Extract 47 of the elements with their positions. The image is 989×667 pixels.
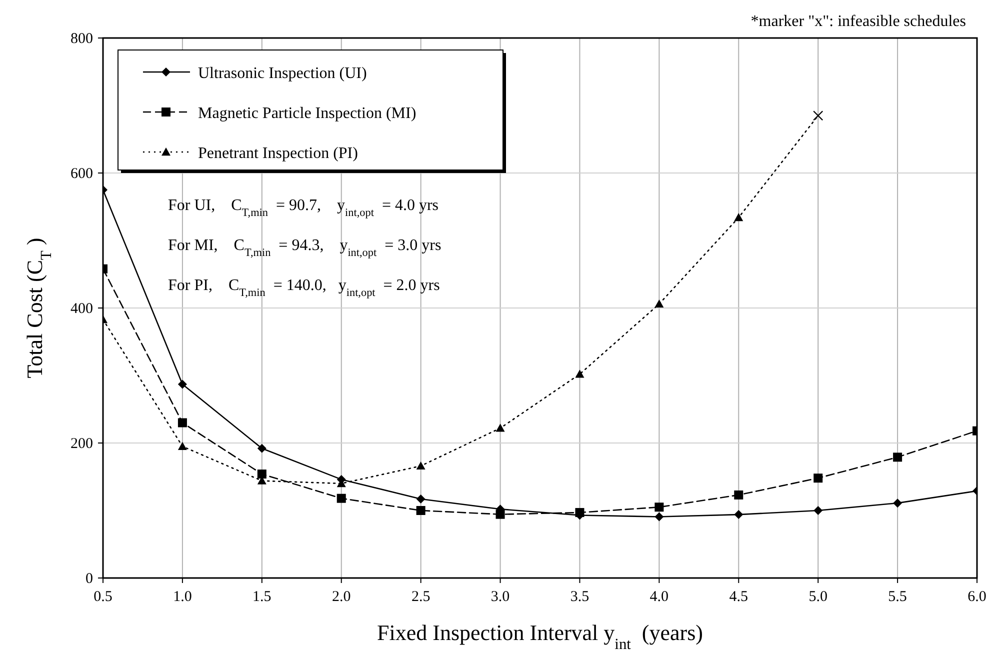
point [178,418,187,428]
point [814,506,823,515]
point [416,461,426,470]
point [654,512,664,522]
y-tick-label: 200 [70,436,93,452]
legend-label: Penetrant Inspection (PI) [198,145,358,162]
annotation: For PI, C$_{T,min}$ = 140.0, y$_{int,opt}$ = 2.0 yrs [168,277,440,299]
point [654,299,664,308]
point [654,502,664,512]
point [734,510,744,520]
annotation: For UI, C$_{T,min}$ = 90.7, y$_{int,opt}$ = 4.0 yrs [168,197,439,219]
point [178,442,187,450]
point [496,424,505,432]
x-tick-label: 5.0 [808,589,828,605]
y-tick-label: 600 [70,166,93,182]
point [257,470,266,479]
legend-label: Magnetic Particle Inspection (MI) [198,105,416,122]
x-axis-title: Fixed Inspection Interval y$_{int}$ (years) [377,620,703,652]
x-tick-label: 5.5 [888,589,907,605]
x-tick-label: 2.0 [332,589,351,605]
text: *marker "x": infeasible schedules [750,13,966,30]
point [814,474,823,483]
x-tick-label: 4.5 [729,589,748,605]
x-tick-label: 6.0 [968,589,986,605]
y-tick-label: 800 [70,31,93,47]
point [257,444,266,453]
point [893,452,902,462]
x-tick-label: 3.0 [490,589,510,605]
x-tick-label: 2.5 [411,589,430,605]
point [416,494,426,504]
point [734,490,744,500]
x-tick-label: 1.0 [173,589,192,605]
point [812,110,824,121]
legend-label: Ultrasonic Inspection (UI) [198,65,367,82]
x-tick-label: 3.5 [570,589,590,605]
point [734,213,744,222]
x-tick-label: 4.0 [650,589,669,605]
point [336,494,346,503]
y-tick-label: 0 [86,571,93,587]
x-tick-label: 0.5 [94,589,112,605]
x-tick-label: 1.5 [252,589,272,605]
y-tick-label: 400 [70,301,93,317]
point [893,498,902,508]
point [416,506,426,515]
annotation: For MI, C$_{T,min}$ = 94.3, y$_{int,opt}$ = 3.0 yrs [168,237,442,259]
point [178,380,187,389]
point [575,370,584,378]
